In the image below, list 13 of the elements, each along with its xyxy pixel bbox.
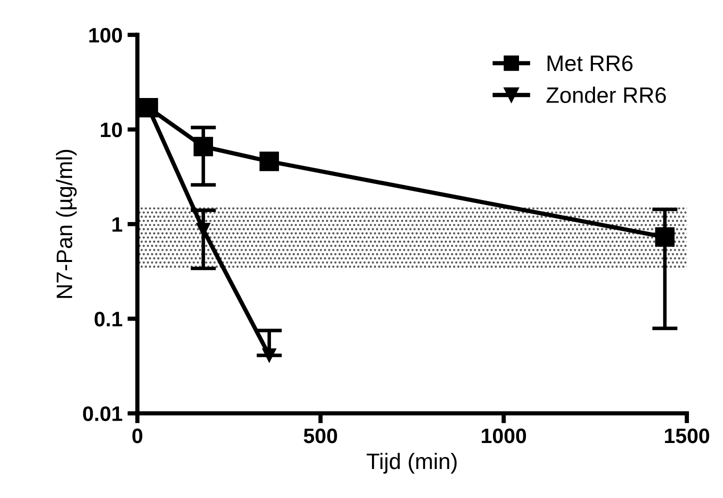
y-tick-label: 1: [112, 217, 122, 232]
y-axis-title: N7-Pan (µg/ml): [56, 150, 77, 298]
x-tick-label: 1000: [482, 428, 526, 444]
x-axis-title: Tijd (min): [366, 452, 457, 474]
legend-label: Met RR6: [548, 55, 633, 72]
y-tick-label: 0.01: [83, 406, 122, 422]
x-tick-label: 500: [304, 428, 338, 444]
x-tick-label: 0: [132, 428, 142, 444]
y-tick-label: 10: [100, 122, 122, 138]
legend-label: Zonder RR6: [546, 86, 666, 104]
y-tick-label: 0.1: [94, 312, 122, 326]
y-tick-label: 100: [89, 28, 122, 43]
x-tick-label: 1500: [664, 428, 710, 444]
